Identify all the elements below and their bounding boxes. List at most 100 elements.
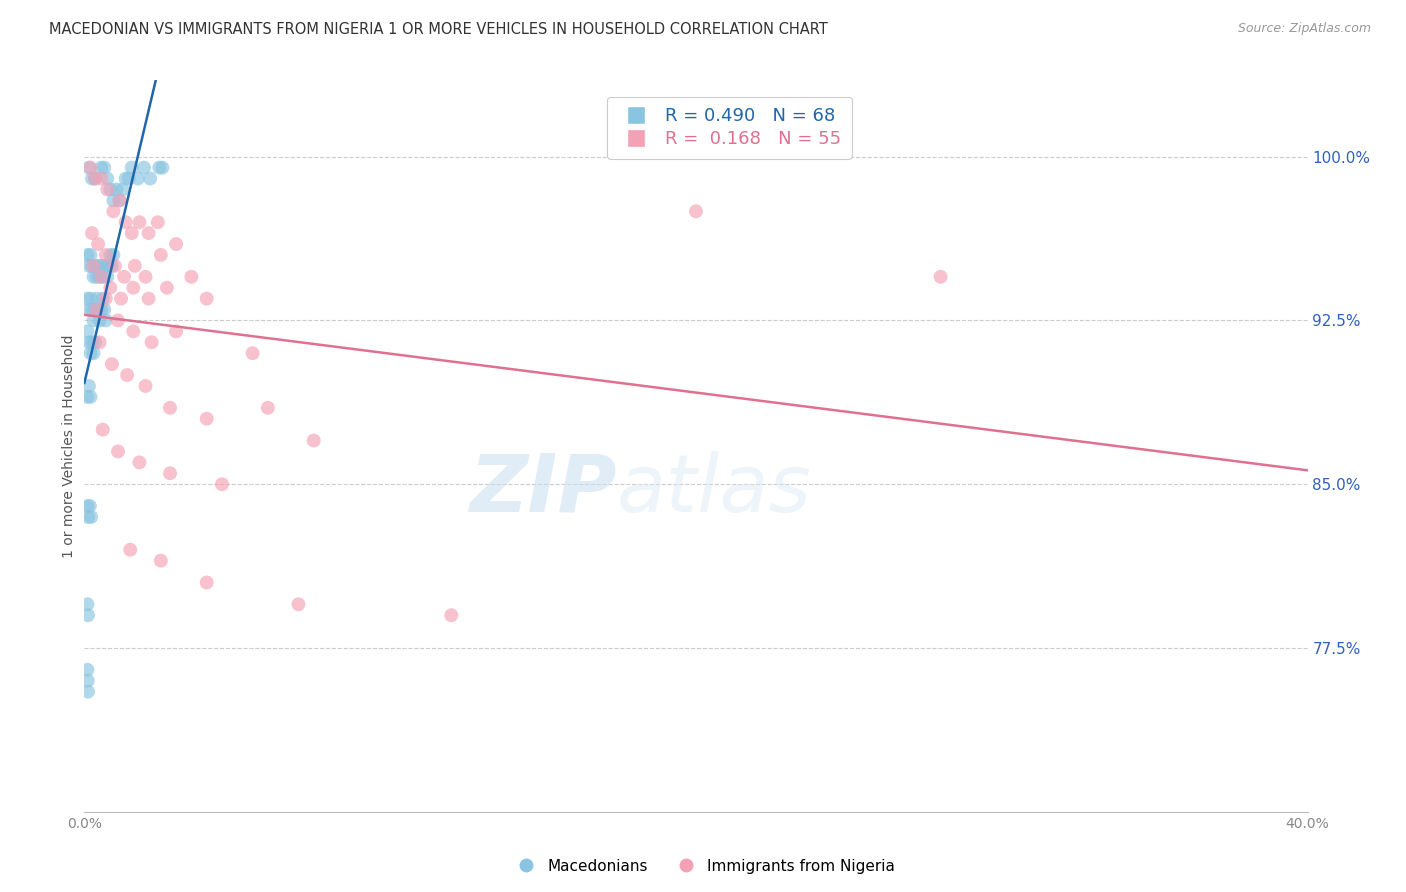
Point (89, 335, 111, 350)
Point (86, 302, 108, 317)
Point (149, 554, 172, 568)
Point (111, 182, 134, 196)
Point (80, 335, 103, 350)
Point (80, 510, 103, 524)
Point (118, 171, 141, 186)
Point (90, 269, 112, 284)
Point (84, 171, 107, 186)
Point (84, 335, 107, 350)
Point (139, 171, 162, 186)
Point (77, 510, 100, 524)
Point (103, 204, 125, 219)
Point (76, 597, 98, 611)
Point (89, 269, 111, 284)
Point (86, 292, 108, 306)
Point (115, 368, 138, 382)
Point (98, 182, 121, 196)
Point (96, 171, 118, 186)
Point (84, 259, 107, 273)
Point (90, 302, 112, 317)
Text: atlas: atlas (616, 450, 811, 529)
Point (122, 281, 145, 295)
Point (90, 259, 112, 273)
Point (76, 390, 98, 404)
Point (112, 269, 135, 284)
Point (80, 171, 103, 186)
Point (91, 292, 114, 306)
Point (165, 237, 187, 252)
Text: Source: ZipAtlas.com: Source: ZipAtlas.com (1237, 22, 1371, 36)
Point (138, 226, 160, 240)
Point (93, 259, 115, 273)
Point (89, 313, 111, 327)
Point (77, 335, 100, 350)
Point (76, 248, 98, 262)
Point (929, 269, 952, 284)
Text: ZIP: ZIP (470, 450, 616, 529)
Legend: Macedonians, Immigrants from Nigeria: Macedonians, Immigrants from Nigeria (505, 853, 901, 880)
Point (195, 292, 218, 306)
Point (127, 171, 149, 186)
Point (165, 324, 187, 338)
Point (91, 269, 114, 284)
Point (76, 499, 98, 513)
Point (121, 226, 143, 240)
Point (440, 608, 463, 623)
Point (141, 335, 163, 350)
Point (94, 248, 117, 262)
Point (93, 161, 115, 175)
Point (83, 313, 105, 327)
Point (87, 259, 110, 273)
Point (124, 259, 146, 273)
Point (257, 401, 280, 415)
Point (110, 292, 132, 306)
Point (83, 269, 105, 284)
Point (76, 292, 98, 306)
Legend: R = 0.490   N = 68, R =  0.168   N = 55: R = 0.490 N = 68, R = 0.168 N = 55 (607, 96, 852, 159)
Point (138, 292, 160, 306)
Point (101, 259, 124, 273)
Point (156, 281, 179, 295)
Point (685, 204, 707, 219)
Point (242, 346, 264, 360)
Point (104, 259, 127, 273)
Point (80, 302, 103, 317)
Point (76, 663, 98, 677)
Point (80, 259, 103, 273)
Point (302, 434, 325, 448)
Point (87, 237, 110, 252)
Point (135, 379, 157, 393)
Point (103, 194, 125, 208)
Point (79, 248, 101, 262)
Point (79, 292, 101, 306)
Point (94, 313, 117, 327)
Point (77, 259, 100, 273)
Point (159, 401, 181, 415)
Point (101, 357, 124, 371)
Point (180, 269, 202, 284)
Point (103, 248, 125, 262)
Point (90, 161, 112, 175)
Point (98, 281, 121, 295)
Point (77, 608, 100, 623)
Point (114, 171, 136, 186)
Y-axis label: 1 or more Vehicles in Household: 1 or more Vehicles in Household (62, 334, 76, 558)
Point (114, 215, 136, 229)
Point (80, 226, 103, 240)
Point (83, 259, 105, 273)
Point (79, 161, 101, 175)
Point (122, 324, 145, 338)
Text: MACEDONIAN VS IMMIGRANTS FROM NIGERIA 1 OR MORE VEHICLES IN HOUSEHOLD CORRELATIO: MACEDONIAN VS IMMIGRANTS FROM NIGERIA 1 … (49, 22, 828, 37)
Point (121, 161, 143, 175)
Point (90, 171, 112, 186)
Point (94, 292, 117, 306)
Point (149, 248, 172, 262)
Point (77, 684, 100, 698)
Point (77, 302, 100, 317)
Point (135, 269, 157, 284)
Point (128, 215, 150, 229)
Point (128, 455, 150, 469)
Point (96, 182, 118, 196)
Point (195, 575, 218, 590)
Point (105, 182, 128, 196)
